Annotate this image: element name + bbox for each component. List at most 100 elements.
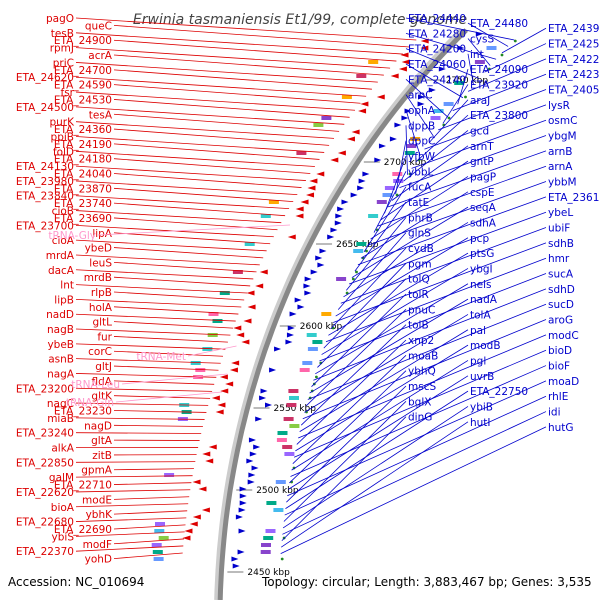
leader-line [113, 365, 219, 371]
leader-line [75, 503, 189, 508]
gene-label: sdhD [548, 284, 575, 296]
category-block [313, 123, 324, 127]
gene-label: ETA_24250 [548, 39, 600, 51]
leader-line [345, 217, 407, 291]
leader-line [113, 468, 194, 471]
gene-label: pgl [470, 355, 486, 367]
leader-line [317, 278, 407, 368]
leader-line [319, 273, 547, 362]
leader-line [284, 395, 547, 516]
gene-label: dppB [408, 120, 435, 132]
gene-label: ETA_24230 [548, 69, 600, 81]
leader-line [367, 181, 547, 246]
tick-label: 2550 kbp [274, 404, 317, 414]
category-block [277, 431, 288, 435]
category-block [273, 508, 284, 512]
gene-label: moaD [548, 376, 579, 388]
gene-label: dinG [408, 412, 432, 424]
gene-label: ubiF [548, 223, 570, 235]
category-block [164, 473, 175, 477]
leader-line [395, 140, 407, 195]
category-block [208, 312, 219, 316]
category-block [158, 536, 169, 540]
reverse-gene [420, 38, 429, 44]
category-block [443, 102, 454, 106]
forward-gene [237, 549, 245, 555]
leader-line [75, 343, 226, 350]
gene-label: gntP [470, 156, 494, 168]
category-block [154, 529, 165, 533]
leader-line [405, 79, 449, 118]
forward-gene [337, 206, 345, 212]
category-block [263, 536, 274, 540]
forward-gene [248, 472, 256, 478]
leader-line [113, 232, 271, 245]
gene-label: ETA_24040 [54, 169, 112, 181]
leader-line [75, 91, 356, 111]
forward-gene [260, 388, 268, 394]
gene-label: modC [548, 330, 579, 342]
category-block [289, 424, 300, 428]
forward-gene [286, 332, 294, 338]
leader-line [113, 524, 186, 530]
forward-gene [317, 262, 325, 268]
reverse-gene [358, 108, 367, 114]
leader-line [351, 206, 469, 278]
leader-line [75, 150, 315, 167]
category-block [356, 74, 367, 78]
gene-label: alkA [51, 443, 74, 455]
category-block [486, 46, 497, 50]
category-block [260, 214, 271, 218]
leader-line [113, 84, 361, 104]
gene-label: bioA [51, 502, 75, 514]
forward-strand-labels: ETA_24440 ETA_24480 ETA_24390 ETA_24280 cysS… [280, 13, 600, 554]
forward-gene [327, 234, 335, 240]
gene-label: ophA [408, 105, 436, 117]
category-block [282, 445, 293, 449]
gene-label: gltJ [95, 361, 112, 373]
forward-gene [341, 199, 349, 205]
gene-label: tolQ [408, 274, 430, 286]
gene-label: asnB [48, 354, 74, 366]
gene-label: ETA_24140 [408, 74, 466, 86]
forward-gene [335, 213, 343, 219]
gene-label: ETA_23870 [54, 183, 112, 195]
leader-line [438, 89, 547, 131]
gene-label: neis [470, 279, 492, 291]
marker-dot [447, 116, 451, 120]
gene-label: ETA_24130 [16, 161, 74, 173]
gene-label: arnT [470, 141, 494, 153]
leader-line [113, 99, 350, 118]
gene-label: bioD [548, 345, 572, 357]
leader-line [75, 76, 367, 97]
reverse-gene [231, 360, 240, 366]
leader-line [399, 135, 547, 189]
gene-label: ETA_24180 [54, 154, 112, 166]
gene-label: moaB [408, 350, 438, 362]
gene-label: ETA_23240 [16, 428, 74, 440]
forward-gene [319, 248, 327, 254]
leader-line [325, 257, 547, 343]
forward-gene [235, 514, 243, 520]
leader-line [348, 211, 547, 285]
category-block [190, 361, 201, 365]
leader-line [121, 373, 228, 385]
leader-line [187, 345, 237, 357]
reverse-gene [201, 507, 210, 513]
gene-label: phrB [408, 212, 433, 224]
leader-line [113, 113, 340, 132]
gene-label: aroG [548, 315, 573, 327]
forward-gene [249, 451, 257, 457]
category-block [284, 452, 295, 456]
leader-line [113, 482, 192, 485]
gene-label: ETA_24220 [548, 54, 600, 66]
gene-label: arnB [548, 146, 572, 158]
leader-line [75, 269, 254, 280]
category-block [202, 347, 213, 351]
leader-line [484, 43, 547, 73]
gene-label: ETA_23690 [54, 213, 112, 225]
reverse-gene [220, 388, 229, 394]
leader-line [75, 17, 417, 41]
leader-line [113, 410, 207, 413]
